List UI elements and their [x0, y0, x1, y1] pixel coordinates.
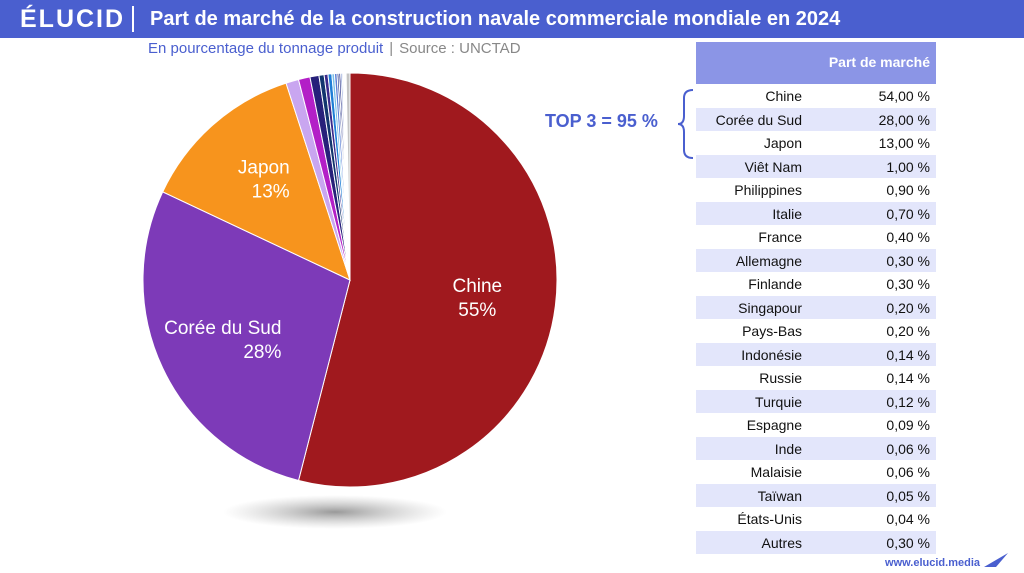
- pie-slice: [345, 72, 351, 281]
- pie-slice: [142, 191, 351, 482]
- subtitle-text: En pourcentage du tonnage produit: [148, 40, 384, 57]
- slice-label-percent: 55%: [458, 300, 496, 321]
- row-country: Russie: [759, 370, 802, 386]
- footer-url: www.elucid.media: [885, 557, 980, 569]
- row-value: 13,00 %: [878, 135, 930, 151]
- table-row: Viêt Nam 1,00 %: [696, 154, 936, 178]
- pie-slice: [162, 82, 351, 281]
- subtitle-source: Source : UNCTAD: [399, 40, 521, 57]
- table-row: Espagne 0,09 %: [696, 413, 936, 437]
- pie-chart: Chine 55% Corée du Sud 28% Japon 13%: [142, 72, 558, 529]
- row-country: Taïwan: [757, 487, 802, 504]
- row-country: Inde: [774, 440, 802, 457]
- row-value: 0,20 %: [886, 323, 930, 339]
- row-country: Japon: [763, 135, 802, 151]
- row-country: Finlande: [748, 276, 802, 292]
- pie-shadow: [223, 495, 447, 529]
- table-row: Indonésie 0,14 %: [696, 342, 936, 366]
- top3-annotation: TOP 3 = 95 %: [545, 111, 658, 131]
- row-value: 0,40 %: [886, 229, 930, 245]
- elucid-arrow-icon: [984, 553, 1008, 567]
- row-country: Viêt Nam: [744, 158, 802, 175]
- row-value: 0,14 %: [886, 370, 930, 386]
- row-country: Turquie: [755, 393, 802, 410]
- table-row: Allemagne 0,30 %: [696, 248, 936, 272]
- row-country: Chine: [765, 88, 802, 104]
- row-value: 0,14 %: [886, 346, 930, 363]
- table-row: Pays-Bas 0,20 %: [696, 319, 936, 343]
- table-header-label: Part de marché: [828, 54, 930, 70]
- row-value: 0,30 %: [886, 534, 930, 551]
- row-value: 0,70 %: [886, 205, 930, 222]
- row-value: 0,09 %: [886, 417, 930, 433]
- row-country: Autres: [761, 534, 802, 551]
- row-country: Corée du Sud: [715, 111, 802, 128]
- row-country: Malaisie: [750, 464, 802, 480]
- table-row: Japon 13,00 %: [696, 131, 936, 155]
- table-row: Inde 0,06 %: [696, 436, 936, 460]
- row-value: 1,00 %: [886, 158, 930, 175]
- row-country: Indonésie: [741, 346, 802, 363]
- row-country: Pays-Bas: [742, 323, 802, 339]
- row-value: 0,30 %: [886, 276, 930, 292]
- table-row: Autres 0,30 %: [696, 530, 936, 554]
- row-value: 0,20 %: [886, 299, 930, 316]
- brace-icon: [677, 89, 694, 159]
- row-country: Singapour: [738, 299, 802, 316]
- row-country: Italie: [772, 205, 802, 222]
- table-row: Chine 54,00 %: [696, 84, 936, 108]
- row-country: Philippines: [734, 182, 802, 198]
- table-row: France 0,40 %: [696, 225, 936, 249]
- row-country: États-Unis: [737, 511, 802, 527]
- chart-subtitle: En pourcentage du tonnage produit | Source…: [148, 40, 521, 58]
- table-row: Philippines 0,90 %: [696, 178, 936, 202]
- table-row: Singapour 0,20 %: [696, 295, 936, 319]
- row-value: 0,90 %: [886, 182, 930, 198]
- logo-separator: [132, 6, 134, 32]
- row-value: 0,04 %: [886, 511, 930, 527]
- slice-label-percent: 28%: [243, 342, 281, 363]
- table-row: Turquie 0,12 %: [696, 389, 936, 413]
- table-row: Malaisie 0,06 %: [696, 460, 936, 484]
- pie-slice: [297, 72, 558, 488]
- row-country: Allemagne: [735, 252, 802, 269]
- subtitle-separator: |: [389, 40, 394, 57]
- row-value: 0,06 %: [886, 440, 930, 457]
- slice-label-name: Japon: [238, 158, 290, 179]
- table-row: Taïwan 0,05 %: [696, 483, 936, 507]
- table-header: Part de marché: [696, 42, 936, 84]
- row-country: France: [758, 229, 802, 245]
- slice-label-name: Corée du Sud: [164, 318, 281, 339]
- market-share-table: Part de marché Chine 54,00 % Corée du Sud 2…: [696, 42, 936, 554]
- table-row: Italie 0,70 %: [696, 201, 936, 225]
- brand-logo: ÉLUCID: [20, 5, 126, 33]
- header-bar: ÉLUCID Part de marché de la construction…: [0, 0, 1024, 38]
- chart-title: Part de marché de la construction navale…: [150, 8, 841, 30]
- row-value: 0,06 %: [886, 464, 930, 480]
- table-row: Corée du Sud 28,00 %: [696, 107, 936, 131]
- table-row: Russie 0,14 %: [696, 366, 936, 390]
- slice-label-percent: 13%: [252, 182, 290, 203]
- row-value: 0,30 %: [886, 252, 930, 269]
- row-value: 28,00 %: [878, 111, 930, 128]
- slice-label-name: Chine: [452, 276, 502, 297]
- row-country: Espagne: [746, 417, 802, 433]
- table-row: Finlande 0,30 %: [696, 272, 936, 296]
- row-value: 0,12 %: [886, 393, 930, 410]
- row-value: 0,05 %: [886, 487, 930, 504]
- row-value: 54,00 %: [878, 88, 930, 104]
- table-row: États-Unis 0,04 %: [696, 507, 936, 531]
